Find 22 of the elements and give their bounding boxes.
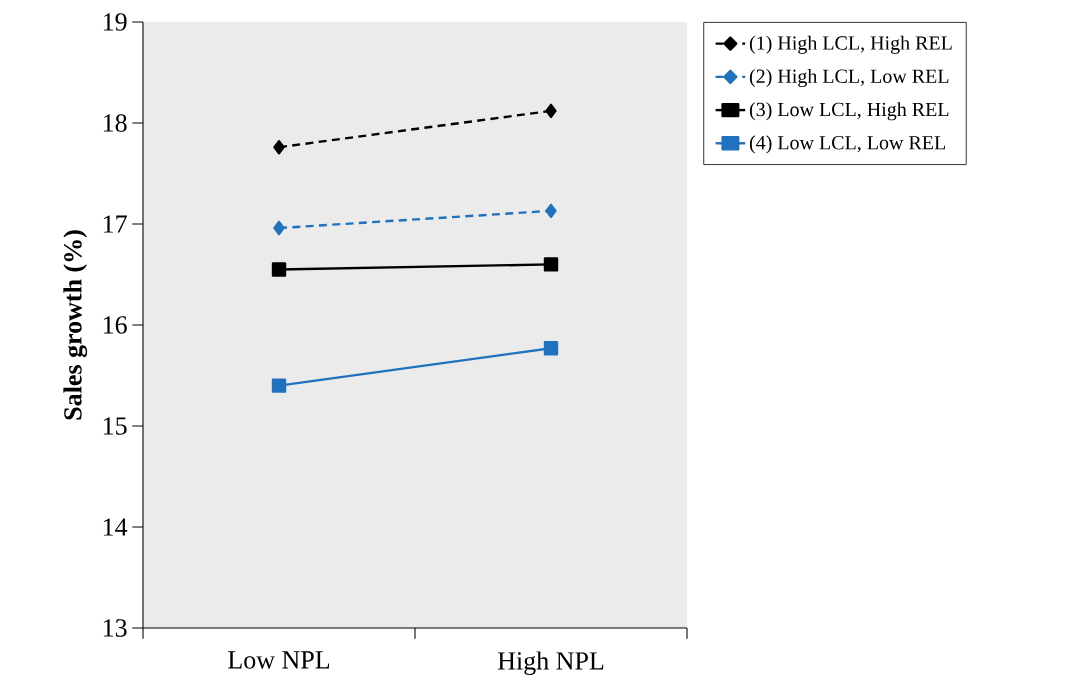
point <box>543 341 559 356</box>
point <box>545 203 557 219</box>
point <box>543 257 559 272</box>
legend-label: (2) High LCL, Low REL <box>749 68 949 88</box>
point <box>271 378 287 393</box>
y-axis-title: Sales growth (%) <box>63 230 88 420</box>
legend-label: (4) Low LCL, Low REL <box>749 135 946 154</box>
point <box>271 262 287 277</box>
point <box>273 140 285 155</box>
y-tick-label: 16 <box>103 316 127 334</box>
y-tick-label: 19 <box>103 13 127 31</box>
y-tick-label: 18 <box>103 114 127 132</box>
y-tick-label: 13 <box>103 619 127 637</box>
legend-label: (1) High LCL, High REL <box>749 35 952 54</box>
x-tick-label: Low NPL <box>228 651 330 669</box>
y-tick-label: 15 <box>103 417 127 435</box>
x-tick-label: High NPL <box>497 651 604 676</box>
point <box>273 220 285 236</box>
point <box>545 103 557 119</box>
y-tick-label: 14 <box>103 518 128 536</box>
legend-label: (3) Low LCL, High REL <box>749 102 949 121</box>
y-tick-label: 17 <box>103 215 127 233</box>
